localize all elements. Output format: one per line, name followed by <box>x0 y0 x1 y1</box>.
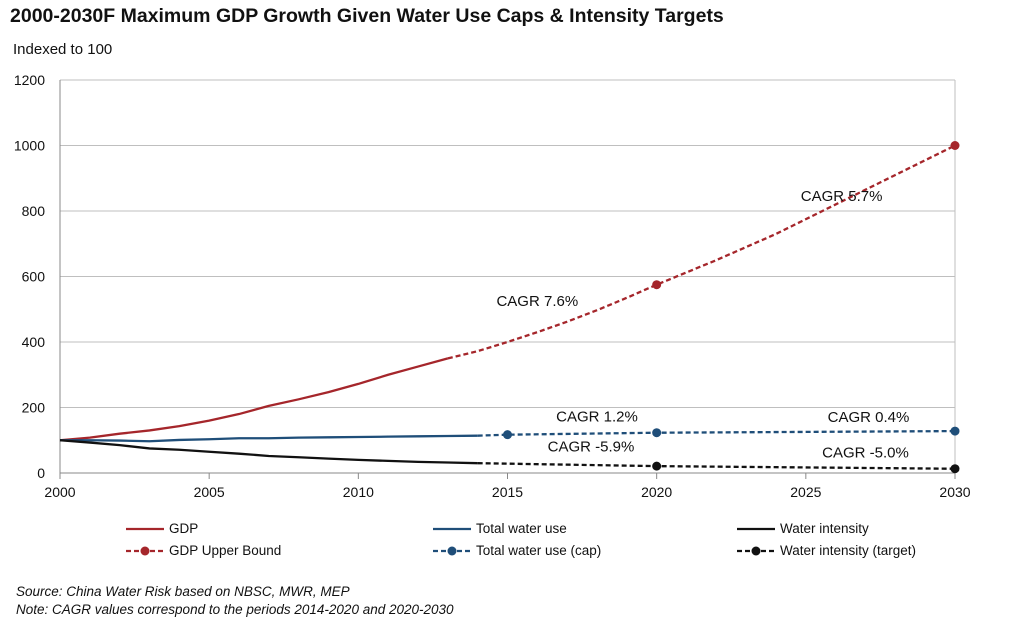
legend-marker <box>751 546 761 555</box>
legend-label: GDP Upper Bound <box>169 543 282 558</box>
y-tick-label: 1200 <box>14 72 45 88</box>
data-point-total-water-use-cap <box>503 430 512 440</box>
chart-title: 2000-2030F Maximum GDP Growth Given Wate… <box>10 5 724 27</box>
x-tick-label: 2010 <box>343 484 374 500</box>
x-tick-label: 2030 <box>939 484 970 500</box>
cagr-annotation: CAGR 5.7% <box>801 188 883 205</box>
data-point-gdp-upper-bound <box>652 280 662 290</box>
x-tick-label: 2020 <box>641 484 672 500</box>
cagr-annotation: CAGR 0.4% <box>828 409 910 426</box>
cagr-annotation: CAGR 1.2% <box>556 408 638 425</box>
data-point-water-intensity-target <box>652 461 662 471</box>
legend-swatch <box>737 527 775 530</box>
legend-label: Water intensity <box>780 521 869 536</box>
series-line-total-water-use-cap <box>477 429 956 437</box>
x-tick-label: 2025 <box>790 484 821 500</box>
data-point-total-water-use-cap <box>652 428 662 438</box>
x-tick-label: 2000 <box>44 484 75 500</box>
cagr-annotation: CAGR -5.9% <box>548 439 635 456</box>
x-tick-label: 2015 <box>492 484 523 500</box>
series-line-water-intensity-target <box>477 462 956 470</box>
legend-swatch <box>433 527 471 530</box>
line-chart: 0 200 400 600 800 1000 1200 2000 2005 2010 2015 202… <box>14 72 971 500</box>
legend-label: Total water use (cap) <box>476 543 602 558</box>
x-tick-label: 2005 <box>194 484 225 500</box>
source-note: Source: China Water Risk based on NBSC, … <box>16 584 350 599</box>
y-tick-label: 1000 <box>14 138 45 154</box>
legend-item: GDP Upper Bound <box>125 543 281 558</box>
series-line-gdp-upper-bound <box>447 144 956 360</box>
legend-item: Total water use <box>432 521 567 536</box>
series-line-water-intensity <box>59 439 478 465</box>
cagr-annotation: CAGR -5.0% <box>822 444 909 461</box>
series-line-total-water-use <box>60 434 478 443</box>
cagr-annotation: CAGR 7.6% <box>496 293 578 310</box>
y-tick-label: 0 <box>37 465 45 481</box>
data-point-total-water-use-cap <box>950 426 960 436</box>
legend-item: Water intensity (target) <box>736 543 916 558</box>
y-tick-label: 200 <box>22 400 46 416</box>
legend-item: Total water use (cap) <box>432 543 601 558</box>
legend-label: Total water use <box>476 521 567 536</box>
y-tick-label: 800 <box>22 203 46 219</box>
legend-marker <box>140 546 150 555</box>
series-line-gdp <box>59 357 449 442</box>
legend-label: GDP <box>169 521 199 536</box>
legend-swatch <box>737 546 775 555</box>
y-tick-label: 400 <box>22 334 46 350</box>
legend-marker <box>447 546 457 555</box>
legend-swatch <box>126 546 164 555</box>
legend-item: GDP <box>125 521 198 536</box>
legend-label: Water intensity (target) <box>780 543 917 558</box>
data-point-water-intensity-target <box>950 464 960 474</box>
legend-swatch <box>433 546 471 555</box>
y-axis-unit-label: Indexed to 100 <box>13 41 113 58</box>
data-point-gdp-upper-bound <box>950 141 960 150</box>
cagr-note: Note: CAGR values correspond to the peri… <box>16 602 454 617</box>
y-tick-label: 600 <box>22 269 46 285</box>
legend-swatch <box>126 527 164 530</box>
legend-item: Water intensity <box>736 521 869 536</box>
